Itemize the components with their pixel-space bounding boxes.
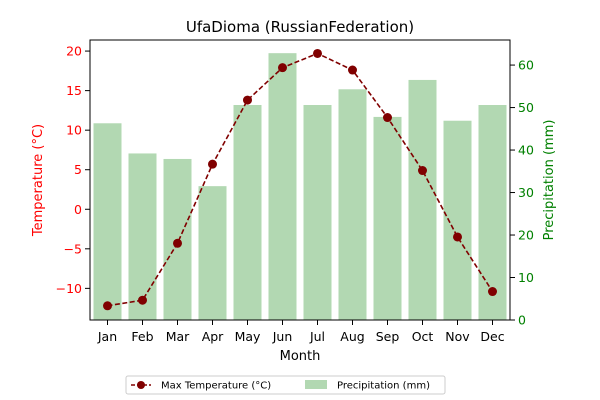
precipitation-bar (443, 120, 472, 320)
precipitation-bar (408, 79, 437, 320)
x-axis-tick-label: May (235, 329, 261, 344)
temperature-point (138, 295, 147, 305)
left-axis-tick-label: 10 (66, 123, 82, 138)
precipitation-bar (478, 105, 507, 320)
right-axis-label: Precipitation (mm) (542, 120, 557, 241)
right-axis-tick-label: 0 (518, 313, 526, 328)
x-axis-tick-label: Dec (480, 329, 504, 344)
right-axis-tick-label: 10 (518, 270, 534, 285)
precipitation-bar (198, 186, 227, 320)
x-axis-tick-label: Sep (376, 329, 400, 344)
precipitation-bar (303, 105, 332, 320)
left-axis-tick-label: 20 (66, 44, 82, 59)
x-axis-tick-label: Oct (412, 329, 434, 344)
legend-line-marker (137, 381, 145, 389)
x-axis-tick-label: Feb (131, 329, 153, 344)
x-axis-label: Month (280, 349, 321, 364)
temperature-point (418, 166, 427, 176)
temperature-point (348, 65, 357, 75)
right-axis-tick-label: 30 (518, 185, 534, 200)
chart-title: UfaDioma (RussianFederation) (186, 18, 414, 36)
precipitation-bar (338, 89, 367, 320)
right-axis-tick-label: 60 (518, 58, 534, 73)
right-axis-tick-label: 20 (518, 228, 534, 243)
temperature-point (173, 238, 182, 248)
precipitation-bar (93, 123, 122, 320)
right-y-axis: 0 10 20 30 40 50 60 (510, 58, 534, 328)
legend-bar-swatch (305, 380, 327, 389)
precipitation-bar (128, 153, 157, 320)
temperature-point (243, 95, 252, 105)
temperature-series-line (107, 52, 494, 307)
right-axis-tick-label: 50 (518, 100, 534, 115)
precipitation-bar (268, 53, 297, 320)
legend-box (125, 375, 446, 395)
left-axis-label: Temperature (°C) (31, 124, 46, 237)
left-axis-tick-label: 15 (66, 83, 82, 98)
left-axis-tick-label: −5 (64, 241, 82, 256)
x-axis-tick-label: Apr (202, 329, 224, 344)
x-axis: Jan Feb Mar Apr May Jun Jul Aug Sep Oct Nov Dec (97, 320, 505, 344)
legend-label-temperature: Max Temperature (°C) (161, 381, 271, 392)
plot-frame (89, 39, 511, 321)
precipitation-bar (373, 116, 402, 320)
temperature-line (103, 48, 497, 311)
left-axis-tick-label: 5 (74, 162, 82, 177)
x-axis-tick-label: Aug (340, 329, 364, 344)
left-y-axis: −10 −5 0 5 10 15 20 (56, 44, 90, 296)
x-axis-tick-label: Jun (272, 329, 293, 344)
left-axis-tick-label: −10 (56, 281, 82, 296)
temperature-point (278, 63, 287, 73)
precipitation-bars (93, 53, 507, 320)
legend-label-precipitation: Precipitation (mm) (337, 381, 430, 392)
temperature-point (313, 48, 322, 58)
x-axis-tick-label: Mar (166, 329, 190, 344)
temperature-point (383, 113, 392, 123)
left-axis-tick-label: 0 (74, 202, 82, 217)
x-axis-tick-label: Jan (97, 329, 117, 344)
legend: Max Temperature (°C) Precipitation (mm) (125, 375, 446, 395)
temperature-point (453, 232, 462, 242)
temperature-point (103, 301, 112, 311)
temperature-point (488, 287, 497, 297)
precipitation-bar (233, 105, 262, 320)
right-axis-tick-label: 40 (518, 143, 534, 158)
temperature-point (208, 159, 217, 169)
x-axis-tick-label: Jul (309, 329, 325, 344)
x-axis-tick-label: Nov (445, 329, 470, 344)
